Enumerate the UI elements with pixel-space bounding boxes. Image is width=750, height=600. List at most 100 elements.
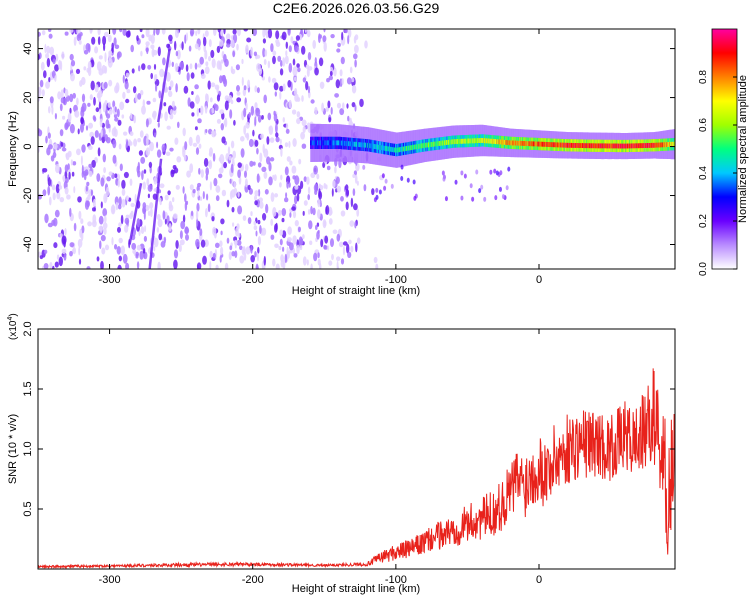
noise-speckle bbox=[49, 196, 52, 206]
noise-speckle bbox=[350, 197, 354, 208]
noise-speckle bbox=[336, 48, 341, 53]
noise-speckle bbox=[63, 238, 66, 248]
noise-speckle bbox=[326, 165, 331, 171]
noise-speckle bbox=[84, 169, 89, 176]
noise-speckle bbox=[254, 85, 258, 93]
noise-speckle bbox=[288, 62, 293, 73]
noise-speckle bbox=[355, 242, 358, 253]
noise-speckle bbox=[324, 235, 329, 244]
snr-x-tick-label: -200 bbox=[242, 574, 264, 586]
noise-speckle bbox=[220, 59, 224, 64]
noise-speckle bbox=[221, 189, 227, 197]
noise-speckle bbox=[202, 191, 205, 200]
noise-speckle bbox=[239, 255, 245, 264]
noise-speckle bbox=[342, 245, 346, 256]
noise-speckle bbox=[58, 256, 63, 267]
signal-speckle bbox=[483, 196, 487, 202]
noise-speckle bbox=[260, 133, 264, 140]
snr-y-ticks: 0.5 1.0 1.5 2.0 bbox=[22, 321, 675, 517]
noise-speckle bbox=[275, 30, 280, 40]
noise-speckle bbox=[242, 88, 247, 97]
noise-speckle bbox=[40, 61, 45, 71]
noise-speckle bbox=[102, 102, 107, 113]
noise-speckle bbox=[327, 100, 331, 109]
noise-speckle bbox=[174, 62, 179, 73]
noise-speckle bbox=[196, 217, 199, 227]
noise-speckle bbox=[275, 132, 279, 138]
noise-speckle bbox=[98, 68, 104, 76]
noise-speckle bbox=[262, 47, 266, 58]
noise-speckle bbox=[319, 81, 325, 90]
signal-speckle bbox=[494, 195, 498, 201]
signal-speckle bbox=[400, 176, 404, 182]
spectrogram-x-tick-label: -300 bbox=[99, 274, 121, 286]
colorbar-tick-label: 0.8 bbox=[698, 70, 709, 84]
noise-speckle bbox=[184, 141, 188, 151]
noise-speckle bbox=[44, 213, 49, 224]
noise-speckle bbox=[337, 42, 341, 48]
noise-speckle bbox=[164, 218, 167, 225]
noise-speckle bbox=[137, 138, 142, 143]
noise-speckle bbox=[257, 246, 260, 254]
noise-speckle bbox=[236, 43, 239, 51]
noise-speckle bbox=[45, 81, 50, 89]
noise-speckle bbox=[220, 29, 224, 37]
noise-speckle bbox=[285, 50, 288, 57]
noise-speckle bbox=[331, 188, 334, 197]
noise-speckle bbox=[310, 172, 316, 179]
noise-speckle bbox=[195, 147, 200, 155]
noise-speckle bbox=[204, 49, 208, 60]
noise-speckle bbox=[184, 226, 189, 234]
noise-speckle bbox=[118, 255, 123, 262]
noise-speckle bbox=[145, 136, 149, 146]
noise-speckle bbox=[133, 138, 138, 147]
noise-speckle bbox=[332, 180, 336, 188]
noise-speckle bbox=[170, 169, 175, 178]
noise-speckle bbox=[114, 117, 119, 122]
noise-speckle bbox=[284, 166, 289, 176]
noise-speckle bbox=[294, 88, 298, 97]
noise-speckle bbox=[53, 143, 58, 150]
noise-speckle bbox=[143, 251, 148, 260]
noise-speckle bbox=[183, 154, 187, 161]
noise-speckle bbox=[93, 96, 96, 106]
noise-speckle bbox=[81, 225, 85, 234]
noise-speckle bbox=[100, 129, 103, 138]
snr-x-axis-label: Height of straight line (km) bbox=[292, 583, 420, 595]
noise-speckle bbox=[263, 171, 268, 179]
noise-speckle bbox=[340, 210, 346, 217]
noise-speckle bbox=[302, 234, 305, 240]
noise-speckle bbox=[238, 232, 241, 238]
noise-speckle bbox=[318, 188, 321, 198]
noise-speckle bbox=[292, 175, 296, 180]
noise-speckle bbox=[236, 223, 240, 230]
noise-speckle bbox=[165, 151, 171, 156]
noise-speckle bbox=[177, 121, 180, 128]
noise-speckle bbox=[247, 79, 251, 89]
noise-speckle bbox=[296, 193, 300, 202]
noise-speckle bbox=[310, 99, 315, 104]
noise-speckle bbox=[155, 84, 158, 92]
noise-speckle bbox=[257, 236, 261, 246]
noise-speckle bbox=[339, 69, 343, 77]
noise-speckle bbox=[206, 93, 209, 104]
noise-speckle bbox=[220, 123, 224, 131]
noise-speckle bbox=[204, 30, 209, 37]
noise-speckle bbox=[147, 193, 150, 199]
noise-speckle bbox=[341, 31, 344, 41]
noise-speckle bbox=[307, 209, 311, 215]
noise-speckle bbox=[78, 258, 82, 265]
noise-speckle bbox=[52, 192, 56, 201]
noise-speckle bbox=[208, 56, 211, 62]
noise-speckle bbox=[142, 181, 146, 190]
noise-speckle bbox=[267, 29, 273, 39]
noise-speckle bbox=[175, 184, 180, 190]
noise-speckle bbox=[317, 252, 320, 259]
noise-speckle bbox=[158, 233, 163, 241]
spectrogram-x-axis-label: Height of straight line (km) bbox=[292, 285, 420, 297]
noise-speckle bbox=[182, 214, 186, 223]
colorbar: 0.0 0.2 0.4 0.6 0.8 Normalized spectral ampl… bbox=[698, 28, 749, 276]
noise-speckle bbox=[328, 260, 333, 266]
noise-speckle bbox=[352, 174, 356, 178]
